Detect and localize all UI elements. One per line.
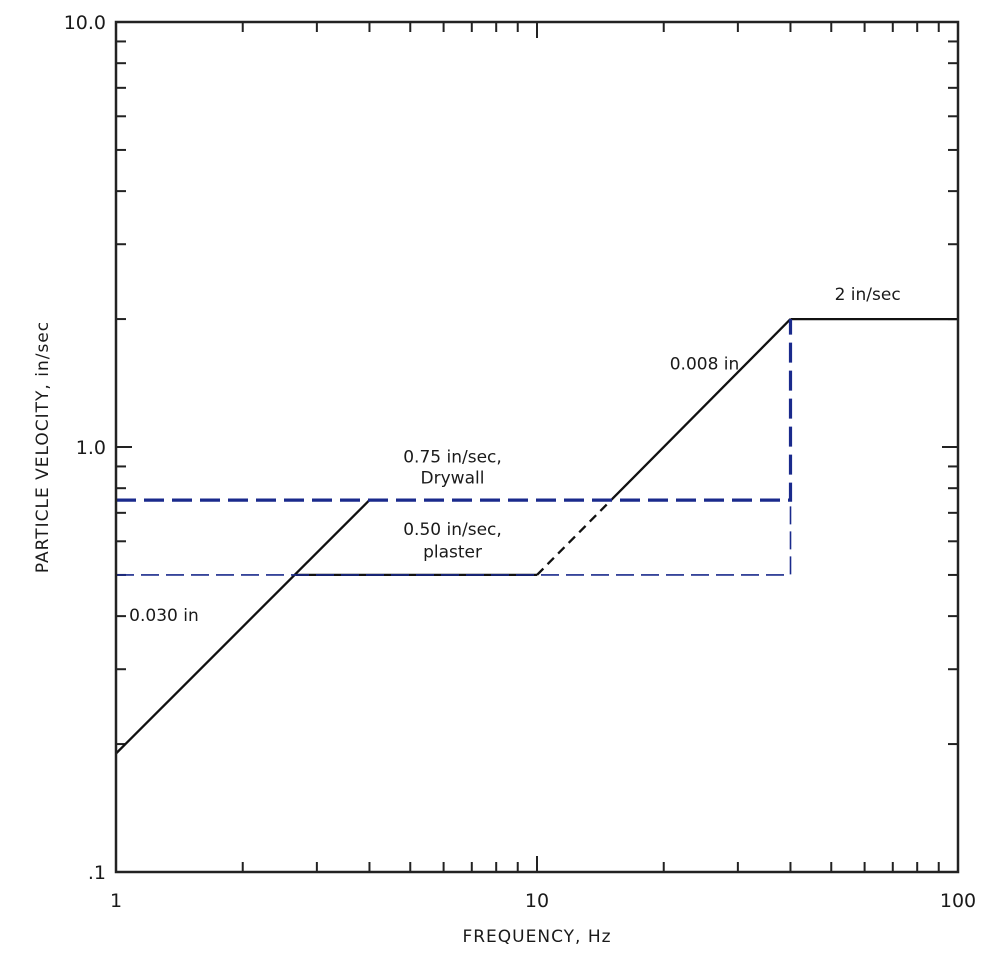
chart-annotations: 0.030 in 0.75 in/sec,Drywall 0.50 in/sec,p… [129, 285, 900, 626]
axis-ticks [115, 22, 958, 873]
x-tick-label: 100 [940, 890, 976, 912]
data-series [115, 317, 958, 755]
y-tick-label: .1 [88, 862, 106, 884]
series-line-6 [116, 319, 793, 502]
y-tick-label: 10.0 [64, 12, 106, 34]
series-line-1 [115, 499, 371, 755]
plot-frame [114, 20, 960, 874]
annotation-4: 0.50 in/sec, [403, 520, 502, 540]
y-axis-label: PARTICLE VELOCITY, in/sec [33, 321, 53, 573]
annotation-7: 2 in/sec [835, 285, 901, 305]
x-axis-label: FREQUENCY, Hz [462, 927, 611, 947]
annotation-6: 0.008 in [670, 355, 740, 375]
annotation-1: 0.030 in [129, 606, 199, 626]
annotation-5: plaster [423, 542, 482, 562]
annotation-2: 0.75 in/sec, [403, 447, 502, 467]
y-tick-label: 1.0 [76, 437, 106, 459]
series-line-3 [536, 499, 612, 576]
series-line-4 [610, 318, 792, 501]
axis-tick-labels: 1 10 100 .1 1.0 10.0 [64, 12, 976, 912]
x-tick-label: 10 [525, 890, 549, 912]
annotation-3: Drywall [421, 469, 485, 489]
x-tick-label: 1 [110, 890, 122, 912]
